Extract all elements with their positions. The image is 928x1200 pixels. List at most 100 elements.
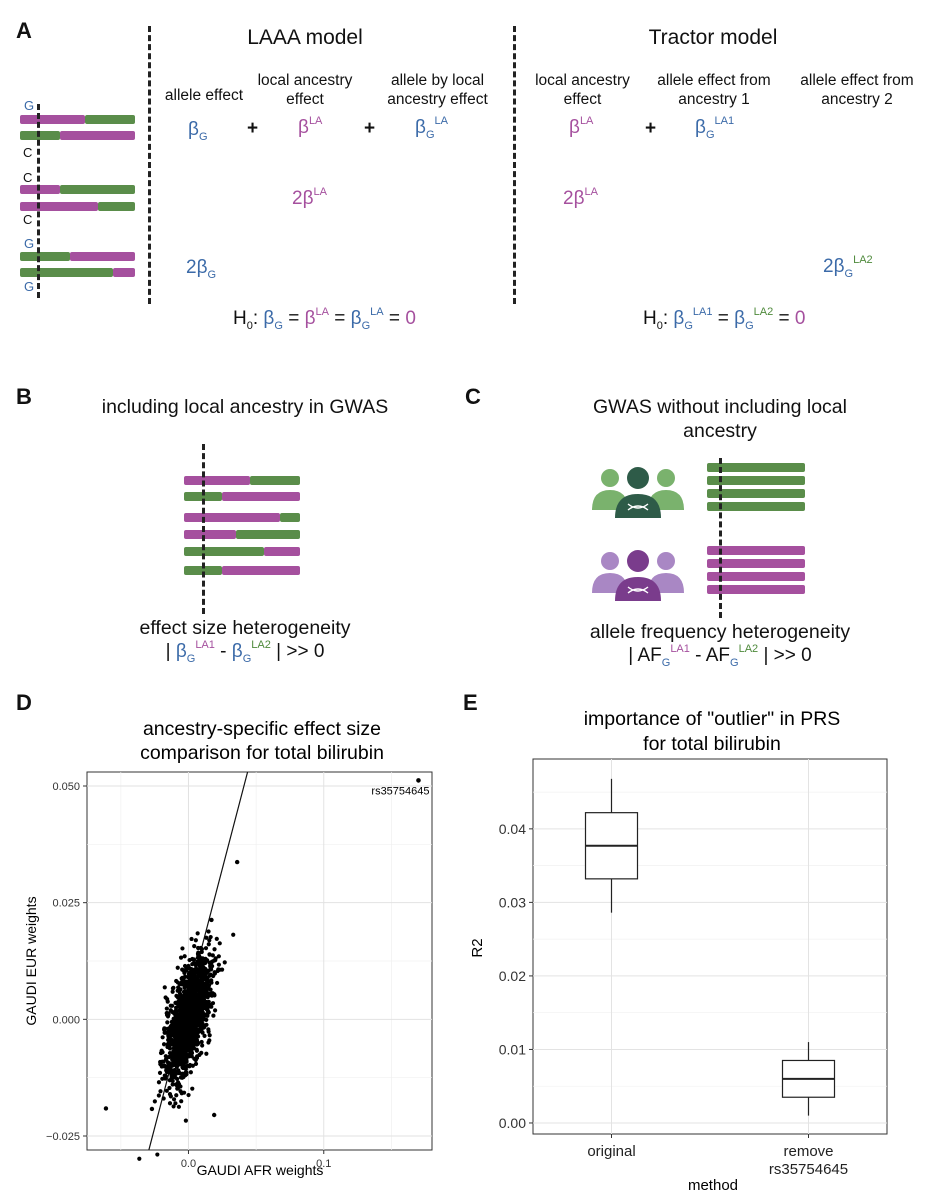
chromosome-bar-green bbox=[707, 476, 805, 485]
data-point bbox=[222, 960, 227, 965]
tractor-model-title: Tractor model bbox=[648, 26, 778, 49]
data-point bbox=[182, 954, 187, 959]
data-point bbox=[183, 1026, 188, 1032]
panel-b-footer: effect size heterogeneity bbox=[139, 617, 351, 639]
data-point bbox=[187, 1064, 192, 1069]
x-category-label: remove bbox=[783, 1143, 833, 1160]
data-point bbox=[183, 1003, 189, 1008]
data-point bbox=[203, 994, 208, 999]
data-point bbox=[200, 1024, 205, 1029]
data-point bbox=[181, 1008, 186, 1014]
data-point bbox=[195, 931, 200, 936]
data-point bbox=[213, 956, 218, 961]
data-point bbox=[204, 1051, 209, 1056]
y-tick-label: 0.000 bbox=[52, 1014, 80, 1026]
snp-position-marker bbox=[719, 458, 722, 618]
data-point bbox=[178, 1049, 183, 1055]
data-point bbox=[170, 1078, 175, 1084]
data-point bbox=[185, 1052, 191, 1058]
y-tick-label: 0.04 bbox=[499, 821, 526, 837]
data-point bbox=[211, 1013, 216, 1018]
data-point bbox=[183, 1066, 189, 1072]
data-point bbox=[167, 1035, 172, 1041]
data-point bbox=[164, 1068, 170, 1073]
data-point bbox=[163, 1073, 168, 1078]
data-point bbox=[186, 1000, 192, 1005]
data-point bbox=[186, 1092, 191, 1098]
y-tick-label: 0.03 bbox=[499, 894, 526, 910]
data-point bbox=[169, 1053, 174, 1058]
data-point bbox=[167, 1101, 173, 1106]
chromosome-segment-green bbox=[20, 268, 113, 277]
panel-a-label: A bbox=[16, 18, 32, 43]
data-point bbox=[206, 942, 211, 947]
data-point bbox=[171, 1097, 177, 1102]
chromosome-segment-pink bbox=[60, 131, 135, 140]
data-point bbox=[103, 1106, 109, 1111]
data-point bbox=[185, 992, 191, 997]
data-point bbox=[156, 1093, 161, 1098]
data-point bbox=[189, 1009, 194, 1014]
panel-c-formula: | AFGLA1 - AFGLA2 | >> 0 bbox=[628, 643, 812, 669]
data-point bbox=[214, 936, 219, 941]
panel-b-label: B bbox=[16, 384, 32, 409]
data-point bbox=[190, 1086, 195, 1091]
data-point bbox=[195, 951, 201, 956]
data-point bbox=[175, 1083, 180, 1089]
tractor-term-2-beta-g-la2: 2βGLA2 bbox=[823, 254, 873, 280]
data-point bbox=[165, 1020, 170, 1025]
chart-e-xlabel: method bbox=[688, 1177, 738, 1194]
data-point bbox=[209, 917, 214, 923]
data-point bbox=[167, 1085, 172, 1091]
data-point bbox=[160, 1035, 165, 1040]
chromosome-segment-green bbox=[250, 476, 300, 485]
x-category-label: original bbox=[587, 1143, 635, 1160]
data-point bbox=[185, 974, 190, 980]
data-point bbox=[200, 1030, 205, 1035]
data-point bbox=[157, 1070, 163, 1075]
chart-d-title-line-2: comparison for total bilirubin bbox=[140, 742, 384, 764]
data-point bbox=[170, 1082, 175, 1087]
data-point bbox=[184, 1013, 189, 1018]
outlier-point bbox=[416, 778, 421, 783]
data-point bbox=[149, 1106, 155, 1112]
data-point bbox=[179, 1099, 184, 1104]
data-point bbox=[162, 1064, 167, 1069]
allele-label: G bbox=[24, 98, 35, 113]
data-point bbox=[171, 1104, 176, 1109]
data-point bbox=[217, 941, 222, 946]
data-point bbox=[175, 1028, 180, 1033]
data-point bbox=[195, 1027, 200, 1032]
chromosome-segment-pink bbox=[222, 566, 300, 575]
data-point bbox=[169, 1040, 175, 1045]
data-point bbox=[172, 1026, 177, 1031]
data-point bbox=[168, 1025, 173, 1030]
data-point bbox=[159, 1048, 164, 1053]
data-point bbox=[188, 1070, 193, 1075]
term-beta-g-la: βGLA bbox=[415, 115, 448, 141]
panel-c-title: GWAS without including local ancestry bbox=[593, 396, 847, 442]
data-point bbox=[174, 1064, 180, 1069]
snp-position-marker bbox=[37, 104, 40, 298]
data-point bbox=[168, 1094, 173, 1099]
box-chart: importance of "outlier" in PRS for total… bbox=[469, 708, 888, 1194]
data-point bbox=[165, 1060, 170, 1065]
data-point bbox=[177, 997, 183, 1002]
data-point bbox=[193, 1061, 199, 1066]
data-point bbox=[182, 1000, 188, 1005]
data-point bbox=[200, 1043, 205, 1048]
data-point bbox=[204, 978, 209, 983]
data-point bbox=[198, 973, 203, 978]
data-point bbox=[208, 934, 213, 940]
data-point bbox=[183, 1037, 188, 1042]
outlier-label: rs35754645 bbox=[371, 785, 429, 797]
data-point bbox=[194, 1001, 199, 1006]
data-point bbox=[210, 992, 215, 997]
chromosome-bar-pink bbox=[707, 559, 805, 568]
chromosome-segment-pink bbox=[184, 530, 236, 539]
data-point bbox=[165, 1043, 171, 1048]
tractor-term-2-beta-la: 2βLA bbox=[563, 186, 598, 209]
data-point bbox=[199, 985, 204, 991]
laaa-null-hypothesis: H0: βG = βLA = βGLA = 0 bbox=[233, 306, 416, 332]
data-point bbox=[192, 944, 197, 949]
